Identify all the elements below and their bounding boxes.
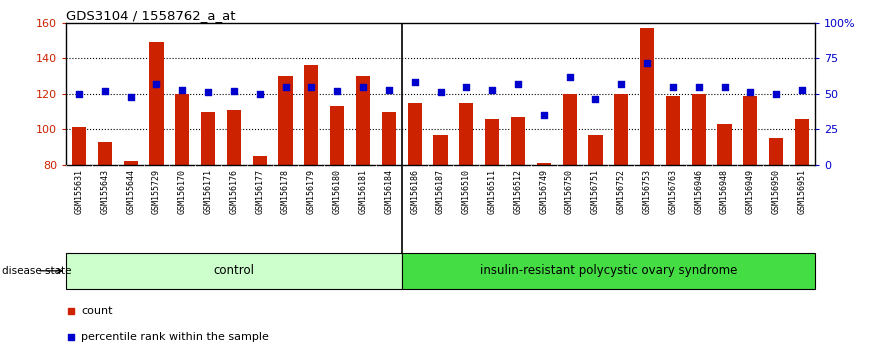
- Text: GSM156512: GSM156512: [514, 169, 522, 214]
- Point: [459, 84, 473, 90]
- Point: [381, 87, 396, 92]
- Point: [98, 88, 112, 94]
- Bar: [98, 142, 112, 165]
- Bar: [769, 138, 783, 165]
- Point: [563, 74, 577, 80]
- Bar: [402, 253, 815, 289]
- Text: disease state: disease state: [3, 266, 72, 276]
- Bar: [511, 117, 525, 165]
- Point: [150, 81, 164, 87]
- Bar: [150, 42, 164, 165]
- Text: GSM156753: GSM156753: [642, 169, 652, 214]
- Point: [64, 334, 78, 340]
- Text: GSM156750: GSM156750: [565, 169, 574, 214]
- Point: [744, 90, 758, 95]
- Text: GSM156749: GSM156749: [539, 169, 548, 214]
- Text: GSM156180: GSM156180: [333, 169, 342, 214]
- Text: GSM156511: GSM156511: [488, 169, 497, 214]
- Bar: [459, 103, 473, 165]
- Bar: [201, 112, 215, 165]
- Text: GSM155729: GSM155729: [152, 169, 161, 214]
- Bar: [562, 94, 577, 165]
- Text: GSM156752: GSM156752: [617, 169, 626, 214]
- Text: GSM156510: GSM156510: [462, 169, 470, 214]
- Bar: [640, 28, 655, 165]
- Bar: [537, 163, 551, 165]
- Point: [278, 84, 292, 90]
- Point: [330, 88, 344, 94]
- Point: [408, 80, 422, 85]
- Point: [692, 84, 706, 90]
- Bar: [692, 94, 706, 165]
- Text: control: control: [213, 264, 255, 277]
- Bar: [381, 112, 396, 165]
- Text: GSM156181: GSM156181: [359, 169, 367, 214]
- Bar: [795, 119, 809, 165]
- Point: [253, 91, 267, 97]
- Text: GSM155643: GSM155643: [100, 169, 109, 214]
- Bar: [72, 127, 86, 165]
- Text: GSM156948: GSM156948: [720, 169, 729, 214]
- Bar: [744, 96, 758, 165]
- Bar: [485, 119, 500, 165]
- Point: [201, 90, 215, 95]
- Point: [537, 112, 551, 118]
- Text: GSM156751: GSM156751: [591, 169, 600, 214]
- Text: GSM156176: GSM156176: [229, 169, 239, 214]
- Bar: [589, 135, 603, 165]
- Text: GSM156171: GSM156171: [204, 169, 212, 214]
- Bar: [330, 106, 344, 165]
- Text: GSM156949: GSM156949: [746, 169, 755, 214]
- Text: GSM156946: GSM156946: [694, 169, 703, 214]
- Point: [769, 91, 783, 97]
- Text: GSM156179: GSM156179: [307, 169, 316, 214]
- Text: percentile rank within the sample: percentile rank within the sample: [81, 332, 269, 342]
- Text: GSM156170: GSM156170: [178, 169, 187, 214]
- Point: [717, 84, 731, 90]
- Bar: [717, 124, 731, 165]
- Text: GSM155631: GSM155631: [75, 169, 84, 214]
- Text: GSM156763: GSM156763: [669, 169, 677, 214]
- Text: insulin-resistant polycystic ovary syndrome: insulin-resistant polycystic ovary syndr…: [479, 264, 737, 277]
- Point: [589, 97, 603, 102]
- Text: GDS3104 / 1558762_a_at: GDS3104 / 1558762_a_at: [66, 9, 235, 22]
- Point: [123, 94, 137, 99]
- Bar: [614, 94, 628, 165]
- Text: GSM156178: GSM156178: [281, 169, 290, 214]
- Point: [175, 87, 189, 92]
- Bar: [175, 94, 189, 165]
- Bar: [666, 96, 680, 165]
- Text: GSM156951: GSM156951: [797, 169, 806, 214]
- Point: [64, 308, 78, 314]
- Point: [511, 81, 525, 87]
- Point: [666, 84, 680, 90]
- Text: GSM156186: GSM156186: [411, 169, 419, 214]
- Point: [356, 84, 370, 90]
- Bar: [408, 103, 422, 165]
- Text: GSM156177: GSM156177: [255, 169, 264, 214]
- Point: [485, 87, 500, 92]
- Bar: [253, 156, 267, 165]
- Point: [72, 91, 86, 97]
- Bar: [278, 76, 292, 165]
- Point: [614, 81, 628, 87]
- Point: [433, 90, 448, 95]
- Bar: [66, 253, 402, 289]
- Bar: [356, 76, 370, 165]
- Bar: [304, 65, 319, 165]
- Point: [227, 88, 241, 94]
- Bar: [226, 110, 241, 165]
- Text: GSM156950: GSM156950: [772, 169, 781, 214]
- Point: [795, 87, 809, 92]
- Point: [640, 60, 654, 65]
- Text: GSM156184: GSM156184: [384, 169, 393, 214]
- Text: count: count: [81, 306, 113, 316]
- Bar: [123, 161, 137, 165]
- Bar: [433, 135, 448, 165]
- Text: GSM156187: GSM156187: [436, 169, 445, 214]
- Point: [304, 84, 318, 90]
- Text: GSM155644: GSM155644: [126, 169, 135, 214]
